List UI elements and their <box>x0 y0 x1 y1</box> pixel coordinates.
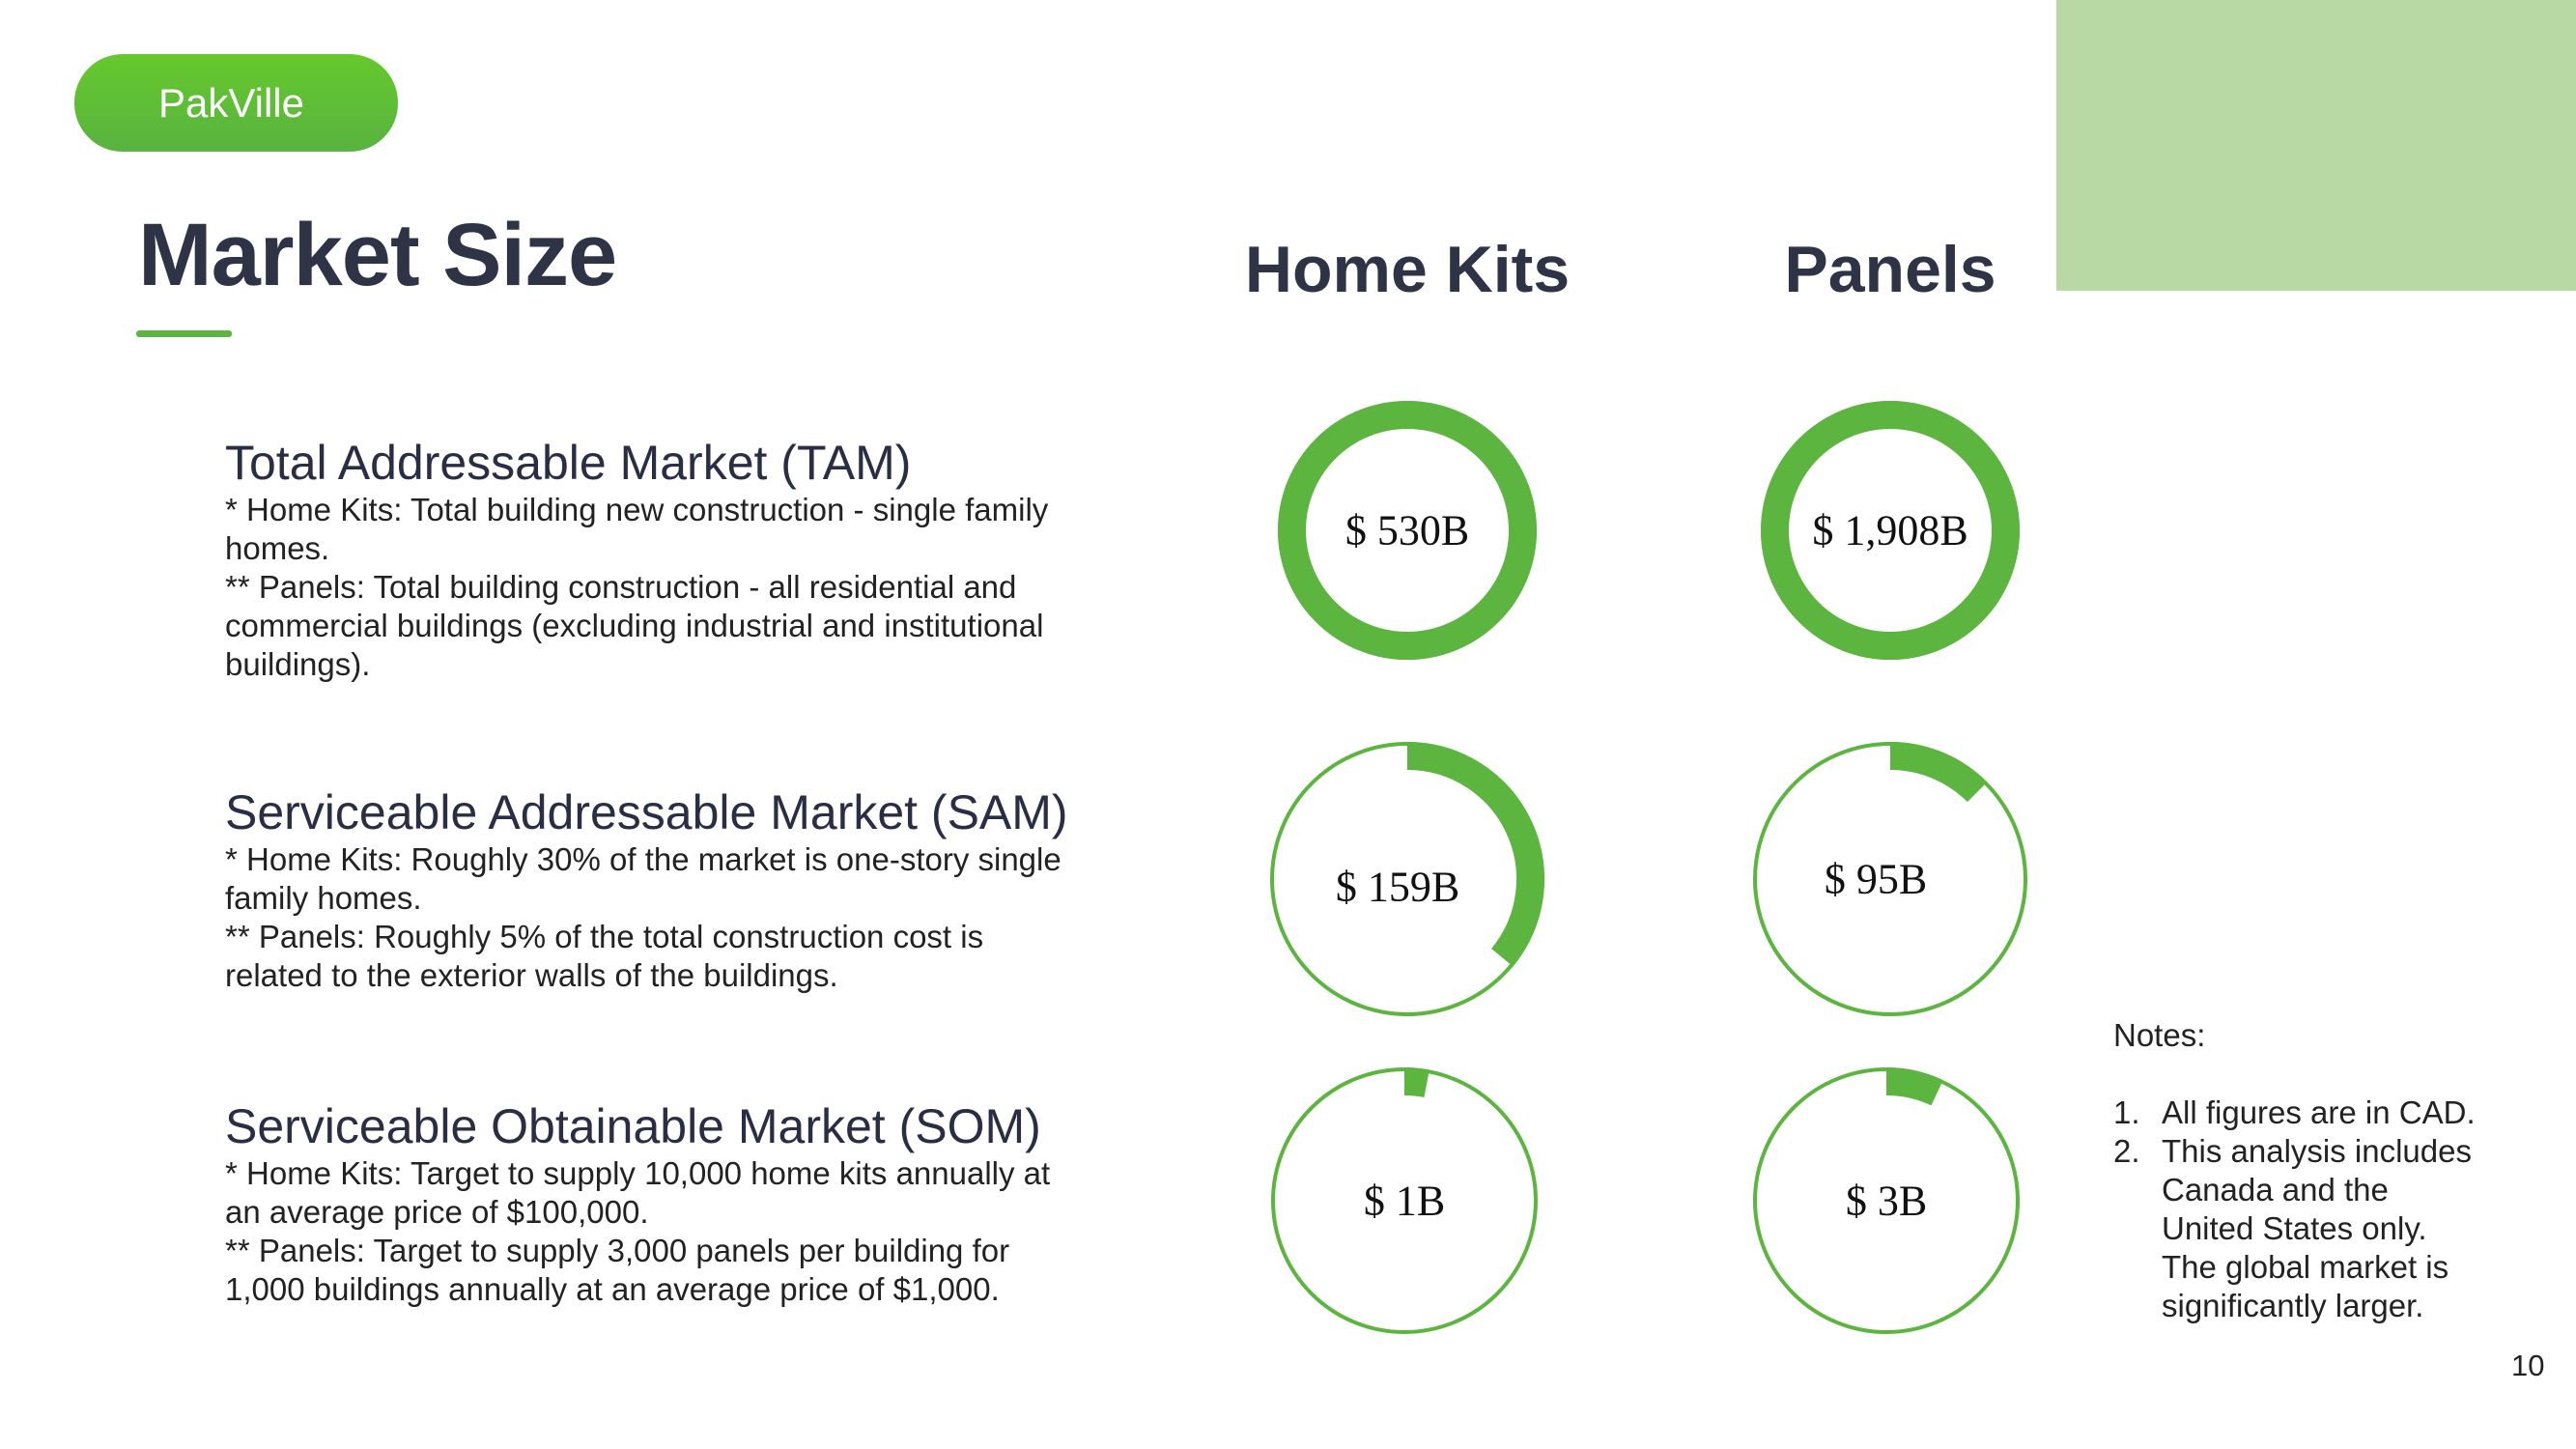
section-text: an average price of $100,000. <box>225 1194 649 1230</box>
value-tam-panels: $ 1,908B <box>1812 506 1968 554</box>
column-heading-home-kits: Home Kits <box>1244 233 1571 306</box>
ring-outline-som-panels <box>1753 1067 2020 1334</box>
note-text: United States only. <box>2162 1210 2427 1246</box>
title-underline <box>136 330 232 337</box>
note-number: 2. <box>2113 1133 2140 1169</box>
value-tam-home-kits: $ 530B <box>1345 506 1470 554</box>
section-heading: Serviceable Obtainable Market (SOM) <box>225 1099 1041 1153</box>
section-text: commercial buildings (excluding industri… <box>225 608 1044 643</box>
page-number: 10 <box>2511 1349 2545 1382</box>
section-sam: Serviceable Addressable Market (SAM) * H… <box>225 784 1152 995</box>
value-som-panels: $ 3B <box>1845 1177 1928 1225</box>
section-text: homes. <box>225 530 330 566</box>
decorative-green-block <box>2056 0 2576 291</box>
note-item: 2. This analysis includes Canada and the… <box>2113 1132 2476 1325</box>
section-text: * Home Kits: Target to supply 10,000 hom… <box>225 1155 1051 1191</box>
note-item: 1. All figures are in CAD. <box>2113 1094 2476 1132</box>
section-text: related to the exterior walls of the bui… <box>225 957 838 993</box>
section-text: 1,000 buildings annually at an average p… <box>225 1271 1000 1307</box>
notes: Notes: 1. All figures are in CAD. 2. Thi… <box>2113 1016 2476 1325</box>
ring-fill-som-home-kits <box>1403 1067 1430 1097</box>
section-heading: Serviceable Addressable Market (SAM) <box>225 785 1068 839</box>
section-text: family homes. <box>225 880 422 916</box>
ring-fill-som-panels <box>1885 1067 1943 1106</box>
section-text: * Home Kits: Total building new construc… <box>225 492 1049 527</box>
section-text: buildings). <box>225 646 371 682</box>
section-heading: Total Addressable Market (TAM) <box>225 436 912 490</box>
page-title: Market Size <box>138 206 617 304</box>
brand-pill: PakVille <box>74 54 398 152</box>
column-heading-panels: Panels <box>1784 233 1996 306</box>
note-text: significantly larger. <box>2162 1288 2424 1323</box>
note-text: All figures are in CAD. <box>2162 1094 2476 1130</box>
section-text: ** Panels: Target to supply 3,000 panels… <box>225 1233 1010 1268</box>
section-som: Serviceable Obtainable Market (SOM) * Ho… <box>225 1098 1152 1309</box>
note-text: This analysis includes <box>2162 1133 2472 1169</box>
note-text: The global market is <box>2162 1249 2449 1285</box>
value-som-home-kits: $ 1B <box>1363 1177 1446 1225</box>
note-number: 1. <box>2113 1094 2140 1130</box>
ring-fill-tam-panels <box>1761 401 2020 660</box>
ring-fill-sam-home-kits <box>1406 742 1544 967</box>
section-text: ** Panels: Total building construction -… <box>225 569 1017 605</box>
value-sam-panels: $ 95B <box>1824 855 1928 903</box>
section-text: * Home Kits: Roughly 30% of the market i… <box>225 841 1062 877</box>
value-sam-home-kits: $ 159B <box>1335 863 1460 911</box>
section-text: ** Panels: Roughly 5% of the total const… <box>225 919 984 954</box>
note-text: Canada and the <box>2162 1172 2389 1208</box>
notes-label: Notes: <box>2113 1017 2206 1053</box>
section-tam: Total Addressable Market (TAM) * Home Ki… <box>225 435 1152 684</box>
ring-fill-tam-home-kits <box>1278 401 1537 660</box>
ring-fill-sam-panels <box>1889 742 1988 803</box>
